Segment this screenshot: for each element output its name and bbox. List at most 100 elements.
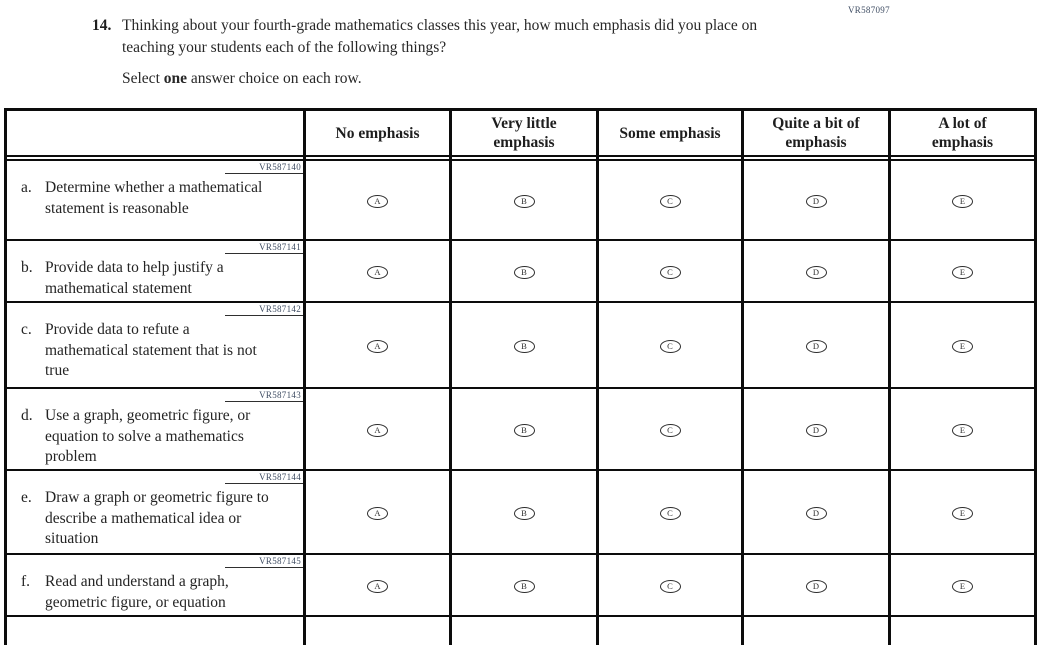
statement-cell: VR587145 f. Read and understand a graph, g…: [4, 553, 306, 617]
answer-bubble-c-D[interactable]: D: [805, 339, 827, 353]
answer-bubble-d-C[interactable]: C: [659, 423, 681, 437]
answer-bubble-b-C[interactable]: C: [659, 265, 681, 279]
statement-text: Provide data to help justify a mathemati…: [45, 259, 224, 297]
instruction-text: answer choice on each row.: [187, 70, 362, 87]
answer-cell: A: [303, 469, 452, 555]
answer-bubble-b-B[interactable]: B: [513, 265, 535, 279]
answer-cell: B: [449, 159, 599, 241]
answer-bubble-f-C[interactable]: C: [659, 579, 681, 593]
answer-bubble-a-A[interactable]: A: [367, 194, 388, 208]
column-header-line: Quite a bit of: [772, 115, 860, 132]
answer-cell: B: [449, 301, 599, 389]
answer-bubble-a-B[interactable]: B: [513, 194, 535, 208]
answer-bubble-a-E[interactable]: E: [952, 194, 973, 208]
answer-cell: B: [449, 239, 599, 303]
answer-cell: E: [888, 159, 1037, 241]
statement: a. Determine whether a mathematical state…: [7, 178, 303, 219]
answer-bubble-d-E[interactable]: E: [952, 423, 973, 437]
answer-bubble-c-A[interactable]: A: [367, 339, 388, 353]
partial-cell: [4, 615, 306, 645]
header-row: No emphasis Very little emphasis Some empha…: [4, 108, 1037, 157]
partial-cell: [449, 615, 599, 645]
partial-cell: [596, 615, 744, 645]
column-header-line: Very little: [491, 115, 557, 132]
answer-bubble-f-E[interactable]: E: [952, 579, 973, 593]
answer-bubble-e-C[interactable]: C: [659, 506, 681, 520]
answer-cell: E: [888, 469, 1037, 555]
answer-cell: D: [741, 387, 891, 471]
answer-bubble-a-D[interactable]: D: [805, 194, 827, 208]
answer-cell: D: [741, 469, 891, 555]
answer-bubble-c-B[interactable]: B: [513, 339, 535, 353]
answer-cell: A: [303, 159, 452, 241]
table-row: VR587140 a. Determine whether a mathematic…: [4, 159, 1037, 241]
answer-cell: D: [741, 553, 891, 617]
answer-cell: A: [303, 239, 452, 303]
question-number: 14.: [92, 17, 112, 34]
row-vr-code: VR587140: [225, 161, 303, 174]
table-row: VR587144 e. Draw a graph or geometric figu…: [4, 469, 1037, 555]
question-body: Thinking about your fourth-grade mathema…: [122, 15, 812, 90]
answer-bubble-e-D[interactable]: D: [805, 506, 827, 520]
partial-cell: [741, 615, 891, 645]
spacer-cell: [596, 156, 744, 161]
emphasis-matrix-table: No emphasis Very little emphasis Some empha…: [4, 108, 1037, 645]
column-header-5: A lot of emphasis: [888, 108, 1037, 157]
question-text: Thinking about your fourth-grade mathema…: [122, 17, 758, 56]
column-header-line: emphasis: [931, 134, 994, 151]
statement-letter: c.: [21, 321, 32, 338]
spacer-cell: [741, 156, 891, 161]
answer-cell: B: [449, 553, 599, 617]
column-header-line: No emphasis: [335, 124, 420, 142]
answer-bubble-d-D[interactable]: D: [805, 423, 827, 437]
row-vr-code: VR587144: [225, 471, 303, 484]
row-vr-code: VR587142: [225, 303, 303, 316]
column-header-line: Some emphasis: [619, 124, 721, 142]
answer-bubble-e-E[interactable]: E: [952, 506, 973, 520]
answer-cell: E: [888, 301, 1037, 389]
question-instruction: Select one answer choice on each row.: [122, 68, 812, 90]
table-row: VR587141 b. Provide data to help justify a…: [4, 239, 1037, 303]
spacer-cell: [303, 156, 452, 161]
statement: e. Draw a graph or geometric figure to de…: [7, 488, 303, 550]
column-header-3: Some emphasis: [596, 108, 744, 157]
answer-bubble-f-B[interactable]: B: [513, 579, 535, 593]
statement-cell: VR587144 e. Draw a graph or geometric figu…: [4, 469, 306, 555]
answer-bubble-e-B[interactable]: B: [513, 506, 535, 520]
statement-letter: f.: [21, 573, 31, 590]
instruction-bold-word: one: [163, 70, 187, 87]
table-row: VR587143 d. Use a graph, geometric figure,…: [4, 387, 1037, 471]
statement-text: Determine whether a mathematical stateme…: [45, 179, 263, 217]
row-vr-code: VR587145: [225, 555, 303, 568]
answer-bubble-d-A[interactable]: A: [367, 423, 388, 437]
answer-bubble-d-B[interactable]: B: [513, 423, 535, 437]
answer-bubble-e-A[interactable]: A: [367, 506, 388, 520]
statement-letter: a.: [21, 179, 32, 196]
statement-text: Draw a graph or geometric figure to desc…: [45, 489, 269, 547]
header-double-rule-spacer: [4, 156, 1037, 161]
answer-bubble-f-A[interactable]: A: [367, 579, 388, 593]
answer-cell: C: [596, 159, 744, 241]
partial-cell: [303, 615, 452, 645]
answer-bubble-b-E[interactable]: E: [952, 265, 973, 279]
answer-cell: C: [596, 239, 744, 303]
column-header-1: No emphasis: [303, 108, 452, 157]
statement-cell: VR587140 a. Determine whether a mathematic…: [4, 159, 306, 241]
answer-cell: B: [449, 469, 599, 555]
answer-cell: D: [741, 239, 891, 303]
answer-cell: C: [596, 469, 744, 555]
answer-cell: E: [888, 553, 1037, 617]
answer-bubble-b-A[interactable]: A: [367, 265, 388, 279]
answer-bubble-f-D[interactable]: D: [805, 579, 827, 593]
statement-text: Read and understand a graph, geometric f…: [45, 573, 229, 611]
answer-cell: A: [303, 553, 452, 617]
answer-cell: A: [303, 387, 452, 471]
statement-text: Use a graph, geometric figure, or equati…: [45, 407, 251, 465]
answer-bubble-c-E[interactable]: E: [952, 339, 973, 353]
answer-bubble-c-C[interactable]: C: [659, 339, 681, 353]
answer-cell: C: [596, 301, 744, 389]
answer-bubble-a-C[interactable]: C: [659, 194, 681, 208]
statement-letter: e.: [21, 489, 32, 506]
statement-letter: d.: [21, 407, 33, 424]
answer-bubble-b-D[interactable]: D: [805, 265, 827, 279]
